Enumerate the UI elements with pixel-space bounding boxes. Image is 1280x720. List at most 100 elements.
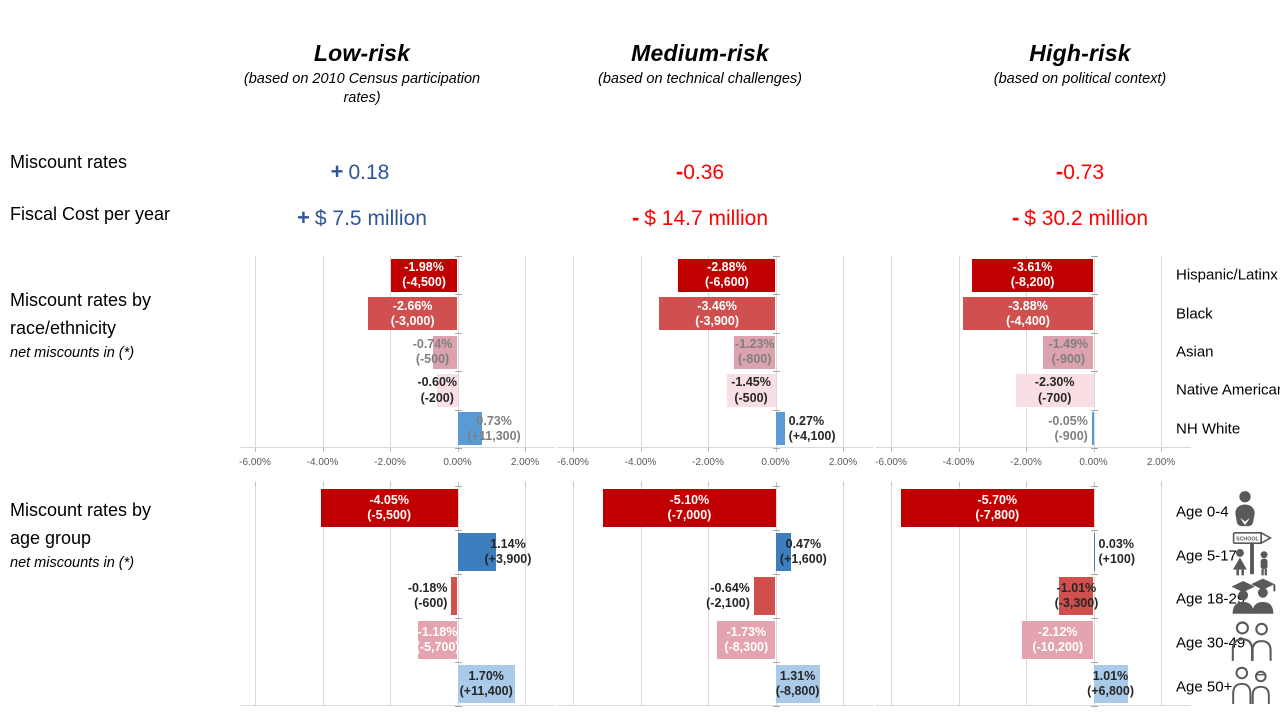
axis-tick <box>708 448 709 452</box>
baby-icon <box>1228 490 1262 535</box>
bar-value-label-age-50-: 1.31% (-8,800) <box>775 668 820 698</box>
bar-black <box>658 297 776 331</box>
svg-text:SCHOOL: SCHOOL <box>1236 536 1259 542</box>
fiscal-cost-row-label: Fiscal Cost per year <box>10 204 171 224</box>
category-label-age-0-4: Age 0-4 <box>1176 503 1229 521</box>
axis-tick-label: -2.00% <box>374 457 406 468</box>
bar-age-50- <box>1093 665 1128 703</box>
bar-hispanic-latinx <box>678 258 776 292</box>
miscount-rate-value: 0.73 <box>1063 161 1105 184</box>
axis-tick <box>1161 482 1162 486</box>
axis-tick <box>708 482 709 486</box>
zero-gridline <box>1093 486 1095 706</box>
axis-tick <box>525 448 526 452</box>
axis-tick-label: 2.00% <box>510 457 540 468</box>
gridline <box>1161 256 1162 448</box>
plus-sign: + <box>330 159 344 184</box>
miscount-rate-low: +0.18 <box>331 159 390 185</box>
axis-tick <box>640 448 642 452</box>
zero-axis-tick <box>1090 409 1098 411</box>
axis-tick <box>322 482 324 486</box>
zero-axis-tick <box>1090 448 1098 449</box>
axis-tick <box>891 448 892 452</box>
axis-tick <box>457 448 459 452</box>
zero-axis-tick <box>454 332 462 334</box>
gridline <box>255 486 256 706</box>
bar-value-label-black: -3.46% (-3,900) <box>695 298 739 328</box>
axis-tick-label: -4.00% <box>942 457 975 468</box>
gridline <box>891 256 892 448</box>
axis-baseline <box>558 705 873 706</box>
axis-tick <box>640 482 642 486</box>
bar-age-18-29 <box>1059 577 1094 615</box>
adults-icon <box>1228 619 1276 668</box>
chart-race-medium-risk: -6.00% -4.00% -2.00% 0.00% 2.00% -2.88% (-6,60… <box>557 256 873 468</box>
bar-value-label-black: -3.88% (-4,400) <box>1006 298 1050 328</box>
bar-value-label-age-50-: 1.70% (+11,400) <box>459 668 513 698</box>
gridline <box>640 486 642 706</box>
chart-race-low-risk: -6.00% -4.00% -2.00% 0.00% 2.00% -1.98% (-4,50… <box>239 256 555 468</box>
zero-axis-tick <box>772 574 780 575</box>
zero-axis-tick <box>454 256 462 257</box>
column-title: High-risk <box>1029 40 1131 66</box>
gridline <box>573 486 574 706</box>
axis-tick-label: -6.00% <box>239 457 271 468</box>
bar-age-5-17 <box>457 533 496 571</box>
zero-gridline <box>775 486 777 706</box>
bar-asian <box>432 335 458 369</box>
bar-value-label-nh-white: 0.73% (+11,300) <box>467 413 521 443</box>
age-section-line1: Miscount rates by <box>10 500 152 520</box>
zero-axis-tick <box>772 371 780 373</box>
gridline <box>390 486 391 706</box>
chart-age-high-risk: -5.70% (-7,800) 0.03% (+100) -1.01% (-3,300) -… <box>876 482 1191 707</box>
gridline <box>1026 486 1027 706</box>
zero-axis-tick <box>772 706 780 707</box>
bar-value-label-age-5-17: 1.14% (+3,900) <box>484 536 532 566</box>
zero-axis-tick <box>772 294 780 296</box>
zero-axis-tick <box>772 409 780 411</box>
bar-value-label-age-30-49: -1.73% (-8,300) <box>724 624 769 654</box>
zero-axis-tick <box>772 448 780 449</box>
bar-black <box>367 297 458 331</box>
column-title: Medium-risk <box>631 40 769 66</box>
chart-age-low-risk: -4.05% (-5,500) 1.14% (+3,900) -0.18% (-600) -… <box>240 482 555 707</box>
zero-axis-tick <box>772 332 780 334</box>
gridline <box>390 256 391 448</box>
miscount-rate-value: 0.36 <box>683 161 725 184</box>
gridline <box>708 256 709 448</box>
category-label-age-30-49: Age 30-49 <box>1176 634 1246 652</box>
race-section-line2: race/ethnicity <box>10 317 117 338</box>
zero-axis-tick <box>454 574 462 575</box>
race-section-line1: Miscount rates by <box>10 290 152 310</box>
axis-tick <box>958 448 960 452</box>
axis-tick <box>390 448 391 452</box>
race-section-note: net miscounts in (*) <box>10 344 135 361</box>
zero-axis-tick <box>454 409 462 411</box>
gridline <box>322 256 324 448</box>
zero-axis-tick <box>1090 530 1098 531</box>
axis-tick <box>255 482 256 486</box>
category-label-asian: Asian <box>1176 343 1214 361</box>
axis-tick-label: -4.00% <box>624 457 657 468</box>
minus-sign: - <box>1055 159 1064 184</box>
bar-hispanic-latinx <box>971 258 1094 292</box>
axis-tick <box>525 482 526 486</box>
category-label-age-50plus: Age 50+ <box>1176 678 1233 696</box>
bar-hispanic-latinx <box>390 258 458 292</box>
bar-value-label-asian: -1.49% (-900) <box>1048 336 1089 366</box>
axis-tick <box>843 448 844 452</box>
zero-axis-tick <box>1090 618 1098 619</box>
bar-age-0-4 <box>901 489 1094 527</box>
axis-tick-label: -2.00% <box>1010 457 1042 468</box>
bar-value-label-age-30-49: -2.12% (-10,200) <box>1032 624 1084 654</box>
axis-tick-label: 2.00% <box>1146 457 1176 468</box>
gridline <box>640 256 642 448</box>
bar-age-50- <box>457 665 515 703</box>
bar-asian <box>1043 335 1094 369</box>
axis-baseline <box>876 705 1191 706</box>
bar-age-30-49 <box>417 621 458 659</box>
chart-race-high-risk: -6.00% -4.00% -2.00% 0.00% 2.00% -3.61% (-8,20… <box>875 256 1191 468</box>
zero-axis-tick <box>1090 486 1098 487</box>
axis-tick-label: 2.00% <box>828 457 858 468</box>
category-label-black: Black <box>1176 305 1213 323</box>
